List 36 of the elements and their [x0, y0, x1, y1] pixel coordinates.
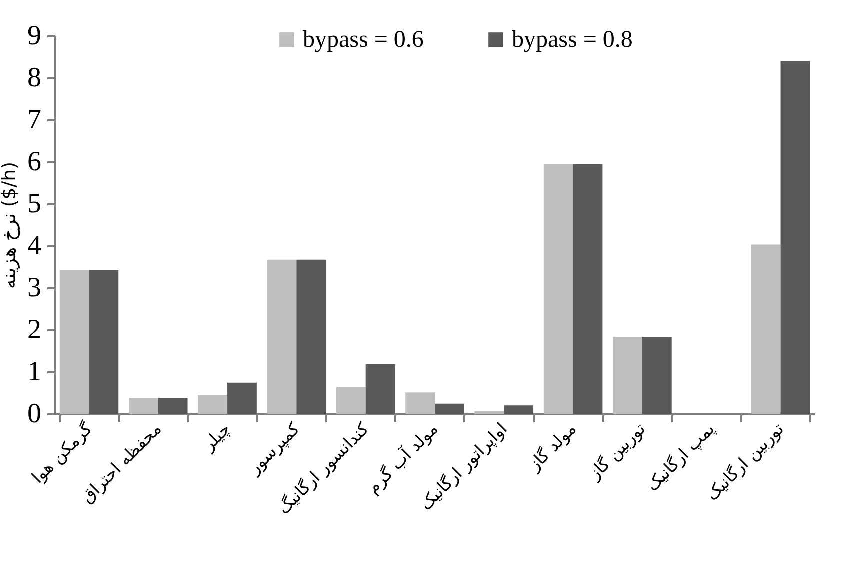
bar — [751, 244, 781, 414]
x-tick-label: توربین گاز — [584, 418, 650, 485]
x-tick-label: مولد گاز — [524, 418, 581, 476]
y-tick-label: 9 — [28, 20, 42, 52]
bar — [198, 396, 228, 414]
bar — [642, 337, 672, 414]
y-tick-label: 4 — [28, 230, 42, 262]
y-tick-label: 6 — [28, 146, 42, 178]
y-tick-label: 8 — [28, 62, 42, 94]
y-tick-label: 0 — [28, 398, 42, 430]
bar — [474, 411, 504, 414]
bar — [128, 398, 158, 414]
bar — [267, 260, 297, 414]
y-tick-label: 2 — [28, 314, 42, 346]
bar — [435, 404, 464, 414]
bar — [89, 270, 119, 414]
y-tick-label: 7 — [28, 104, 42, 136]
bar — [228, 382, 257, 414]
bar — [780, 61, 810, 414]
y-tick-label: 3 — [28, 272, 42, 304]
bar — [296, 260, 326, 414]
bar — [336, 388, 366, 414]
y-axis-title: نرخ هزینه ($/h) — [0, 162, 20, 290]
legend-label: bypass = 0.8 — [512, 27, 633, 53]
bar — [60, 270, 90, 414]
bar — [406, 392, 435, 414]
x-tick-label: چیلر — [198, 419, 236, 456]
y-tick-label: 5 — [28, 188, 42, 220]
bar — [544, 164, 574, 414]
bar — [158, 398, 188, 414]
bar — [366, 364, 396, 414]
bar — [613, 337, 642, 414]
legend-label: bypass = 0.6 — [303, 27, 424, 53]
bar — [504, 406, 534, 414]
y-tick-label: 1 — [28, 356, 42, 388]
bar — [573, 164, 603, 414]
